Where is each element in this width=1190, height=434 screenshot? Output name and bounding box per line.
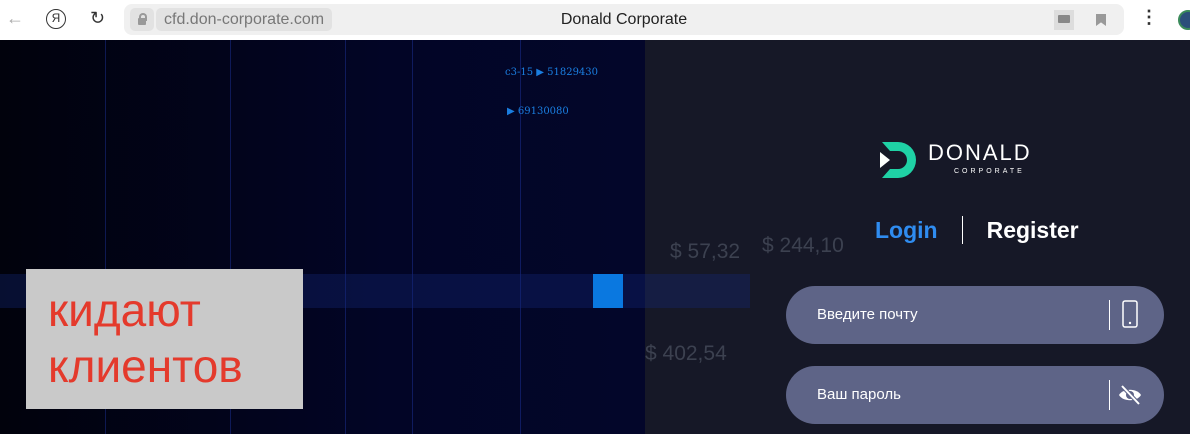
bg-price: $ 244,10 — [762, 234, 844, 257]
bg-code: c3-15 ▶ 51829430 — [505, 67, 599, 78]
field-divider — [1109, 380, 1110, 410]
tab-login[interactable]: Login — [875, 216, 938, 243]
email-field[interactable]: Введите почту — [786, 286, 1164, 344]
caption-line: кидают — [48, 284, 201, 336]
page-title: Donald Corporate — [560, 11, 688, 28]
caption-line: клиентов — [48, 340, 243, 392]
auth-tabs: Login Register — [875, 216, 1079, 244]
yandex-icon[interactable]: Я — [46, 9, 66, 29]
password-field[interactable]: Ваш пароль — [786, 366, 1164, 424]
bg-code: ▶ 69130080 — [507, 106, 569, 117]
back-icon[interactable]: ← — [6, 8, 24, 28]
eye-off-icon[interactable] — [1118, 384, 1142, 406]
password-placeholder: Ваш пароль — [817, 386, 901, 403]
bg-blue-block — [593, 274, 623, 308]
caption-overlay: кидают клиентов — [26, 269, 303, 409]
field-divider — [1109, 300, 1110, 330]
tab-divider — [961, 216, 963, 244]
phone-icon[interactable] — [1122, 300, 1138, 328]
logo-name: DONALD — [928, 140, 1032, 165]
url-text[interactable]: cfd.don-corporate.com — [156, 8, 333, 31]
tab-register[interactable]: Register — [986, 216, 1079, 243]
bg-price: $ 402,54 — [645, 342, 727, 365]
donald-logo: DONALD CORPORATE — [880, 140, 1030, 185]
profile-icon[interactable] — [1178, 10, 1190, 30]
reload-icon[interactable]: ↻ — [90, 8, 106, 28]
reader-icon[interactable] — [1054, 10, 1074, 30]
bookmark-icon[interactable] — [1096, 14, 1106, 26]
lock-icon[interactable] — [130, 8, 154, 31]
email-placeholder: Введите почту — [817, 306, 918, 323]
logo-sub: CORPORATE — [954, 168, 1025, 175]
browser-toolbar: ← Я ↻ cfd.don-corporate.com Donald Corpo… — [0, 0, 1190, 40]
bg-price: $ 57,32 — [670, 240, 741, 263]
address-bar[interactable]: cfd.don-corporate.com Donald Corporate — [124, 4, 1124, 35]
menu-icon[interactable]: ⋮ — [1140, 7, 1158, 27]
logo-mark-icon — [880, 142, 916, 178]
